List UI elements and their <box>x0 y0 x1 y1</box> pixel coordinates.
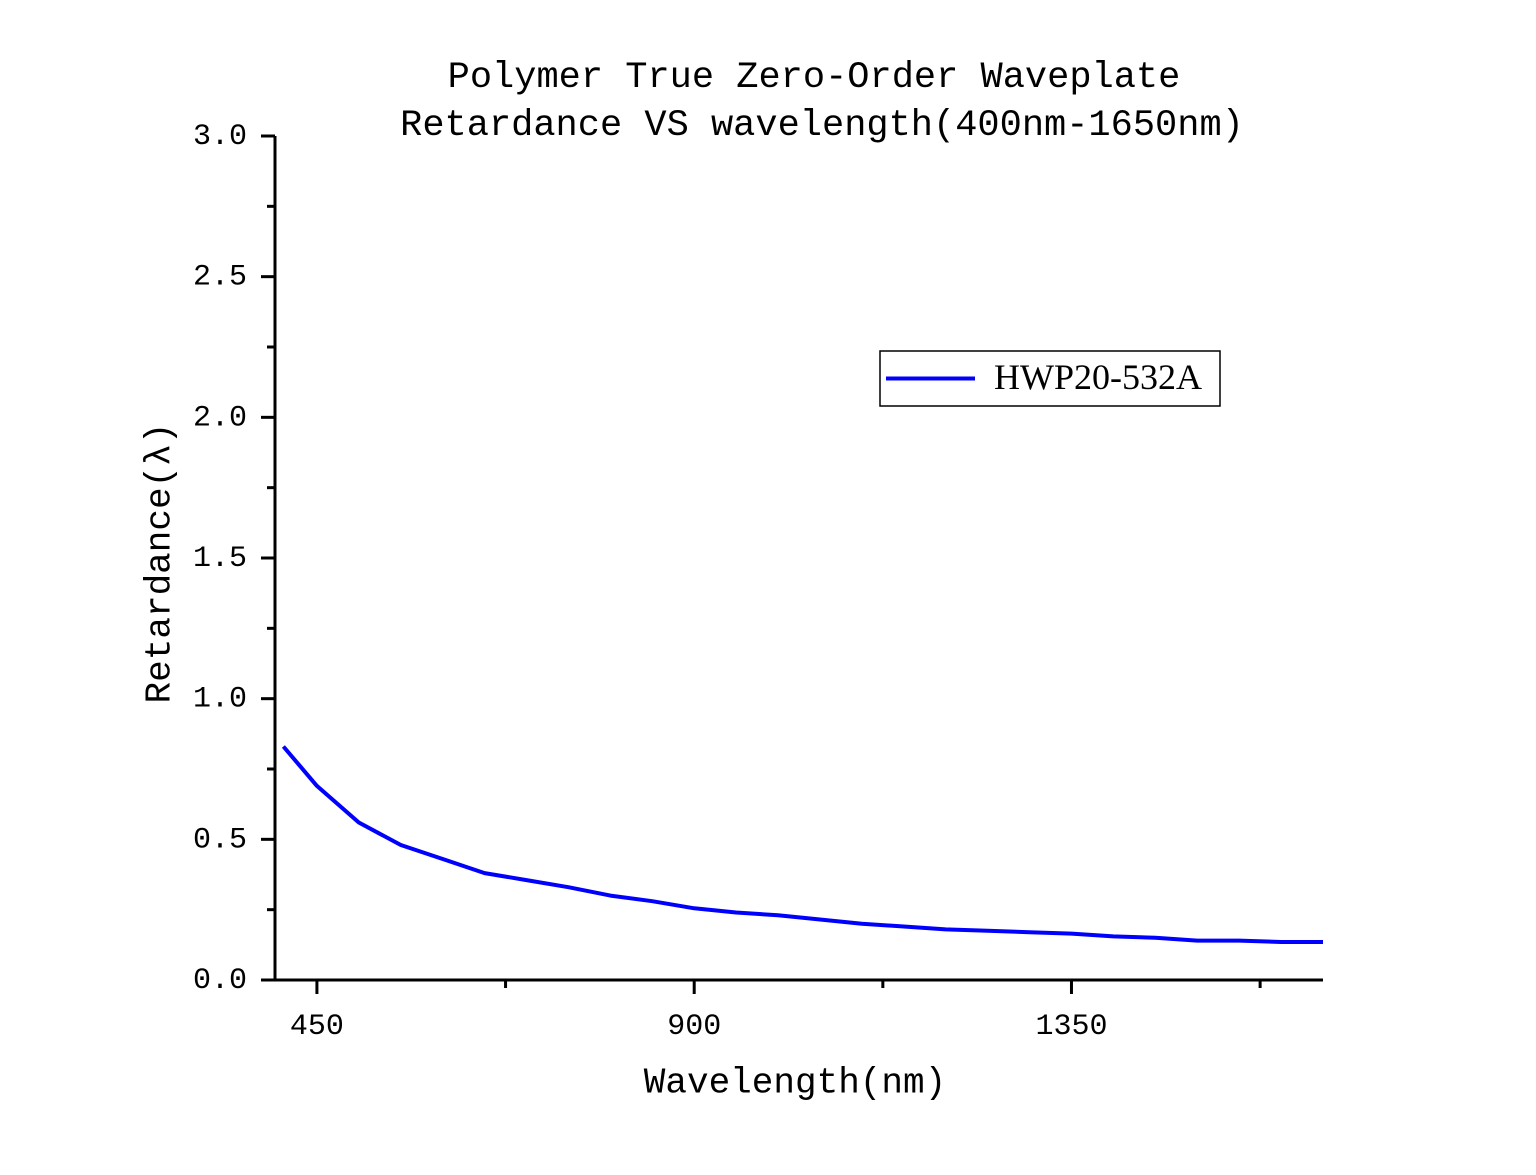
y-tick-label: 2.0 <box>193 401 247 435</box>
y-tick-label: 3.0 <box>193 120 247 154</box>
legend-label: HWP20-532A <box>994 357 1202 397</box>
x-tick-label: 450 <box>290 1010 344 1044</box>
y-tick-label: 0.0 <box>193 964 247 998</box>
y-tick-label: 1.5 <box>193 542 247 576</box>
y-tick-label: 2.5 <box>193 261 247 295</box>
chart-title: Polymer True Zero-Order Waveplate <box>448 57 1181 99</box>
y-axis-label: Retardance(λ) <box>140 423 181 704</box>
chart-subtitle: Retardance VS wavelength(400nm-1650nm) <box>400 105 1244 147</box>
x-tick-label: 1350 <box>1035 1010 1107 1044</box>
y-tick-label: 0.5 <box>193 823 247 857</box>
x-axis-label: Wavelength(nm) <box>644 1063 946 1104</box>
x-tick-label: 900 <box>667 1010 721 1044</box>
y-tick-label: 1.0 <box>193 683 247 717</box>
series-line <box>281 745 1323 944</box>
